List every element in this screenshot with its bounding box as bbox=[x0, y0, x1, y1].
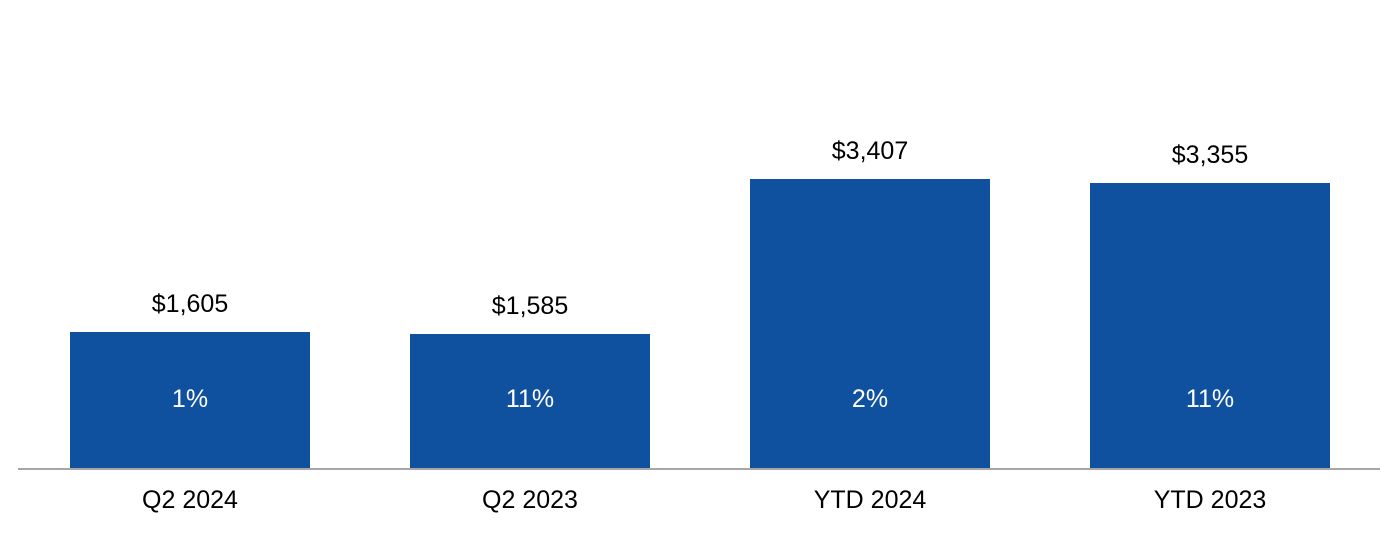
bar-q2-2023: 11% bbox=[410, 334, 650, 468]
x-axis-tick-label: YTD 2023 bbox=[1153, 486, 1267, 514]
bar-value-label: $1,585 bbox=[491, 292, 569, 320]
bar-column-ytd-2023: $3,355 11% bbox=[1090, 0, 1330, 468]
bar-column-ytd-2024: $3,407 2% bbox=[750, 0, 990, 468]
bar-percent-label: 2% bbox=[851, 385, 889, 413]
x-axis-line bbox=[18, 468, 1380, 470]
bar-q2-2024: 1% bbox=[70, 332, 310, 468]
bar-percent-label: 11% bbox=[505, 385, 555, 413]
bar-ytd-2024: 2% bbox=[750, 179, 990, 468]
bar-value-label: $3,407 bbox=[831, 137, 909, 165]
bar-column-q2-2023: $1,585 11% bbox=[410, 0, 650, 468]
bar-percent-label: 1% bbox=[171, 385, 209, 413]
x-axis-tick-label: Q2 2024 bbox=[142, 486, 238, 514]
bar-percent-label: 11% bbox=[1185, 385, 1235, 413]
bar-ytd-2023: 11% bbox=[1090, 183, 1330, 468]
bar-column-q2-2024: $1,605 1% bbox=[70, 0, 310, 468]
bar-value-label: $3,355 bbox=[1171, 141, 1249, 169]
x-axis-tick-label: YTD 2024 bbox=[813, 486, 927, 514]
x-axis-tick-label: Q2 2023 bbox=[482, 486, 578, 514]
bar-value-label: $1,605 bbox=[151, 290, 229, 318]
